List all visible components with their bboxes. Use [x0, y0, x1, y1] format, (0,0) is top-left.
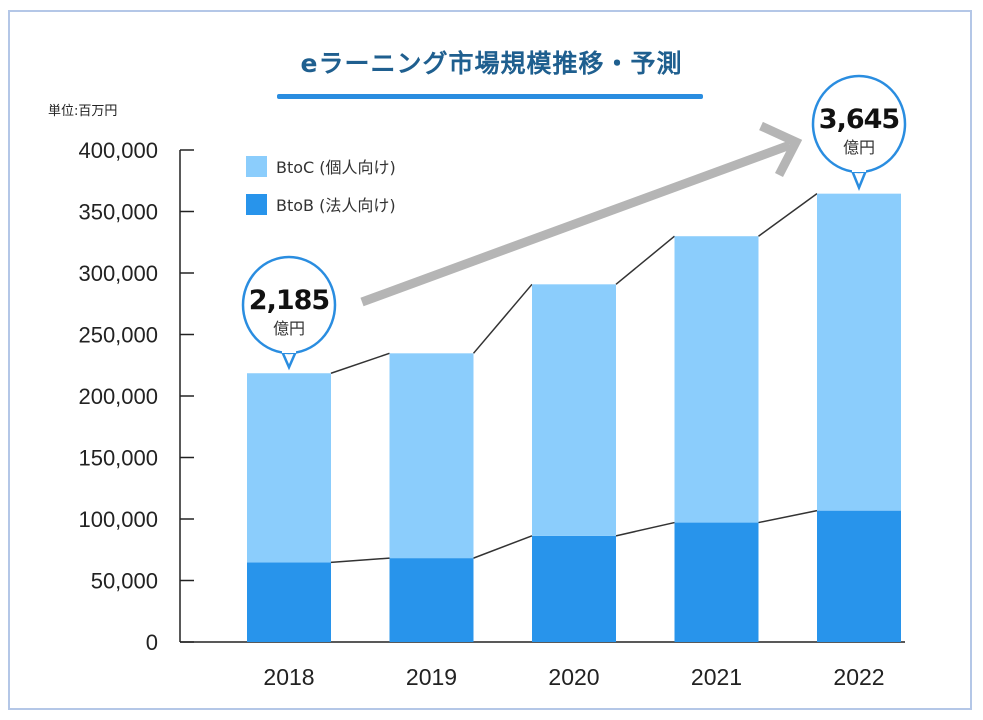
x-tick-label: 2018: [263, 664, 314, 690]
btob-connector-line: [473, 535, 533, 559]
bar-btoc-2020: [532, 284, 616, 536]
y-tick-label: 100,000: [78, 507, 158, 532]
annotation-unit: 億円: [843, 138, 875, 157]
x-tick-label: 2021: [691, 664, 742, 690]
y-tick-label: 50,000: [91, 569, 158, 594]
legend-label: BtoC (個人向け): [276, 158, 396, 177]
bar-btob-2020: [532, 535, 616, 642]
bar-btoc-2021: [674, 236, 759, 523]
annotation-value: 3,645: [819, 104, 899, 135]
y-tick-label: 200,000: [78, 384, 158, 409]
y-tick-label: 400,000: [78, 138, 158, 163]
unit-label: 単位:百万円: [48, 104, 118, 119]
btob-connector-line: [330, 557, 390, 564]
title-underline: [277, 94, 703, 99]
x-tick-label: 2022: [833, 664, 884, 690]
y-tick-label: 250,000: [78, 323, 158, 348]
legend-label: BtoB (法人向け): [276, 196, 396, 215]
bar-btob-2018: [247, 562, 331, 642]
annotation-value: 2,185: [249, 285, 329, 316]
x-tick-label: 2019: [406, 664, 457, 690]
legend-swatch: [246, 156, 267, 177]
y-tick-label: 300,000: [78, 261, 158, 286]
bar-btob-2019: [389, 558, 474, 642]
chart-frame: [8, 10, 972, 710]
x-tick-label: 2020: [548, 664, 599, 690]
btob-connector-line: [758, 509, 818, 524]
bar-btob-2021: [674, 522, 759, 642]
trend-arrow-shaft: [360, 140, 792, 307]
total-connector-line: [758, 193, 818, 237]
bubble-pointer-mask: [852, 166, 866, 172]
trend-arrow-head: [759, 121, 803, 178]
y-tick-label: 0: [146, 630, 158, 655]
bar-btoc-2019: [389, 353, 474, 559]
bar-btoc-2018: [247, 373, 331, 563]
total-connector-line: [472, 283, 533, 354]
bubble-pointer-mask: [282, 347, 296, 353]
y-tick-label: 350,000: [78, 200, 158, 225]
bar-btoc-2022: [817, 193, 901, 511]
annotation-unit: 億円: [273, 319, 305, 338]
bar-btob-2022: [817, 510, 901, 642]
chart-title: eラーニング市場規模推移・予測: [300, 49, 683, 78]
y-tick-label: 150,000: [78, 446, 158, 471]
total-connector-line: [615, 235, 675, 285]
legend-swatch: [246, 194, 267, 215]
total-connector-line: [330, 352, 390, 374]
btob-connector-line: [615, 521, 675, 537]
